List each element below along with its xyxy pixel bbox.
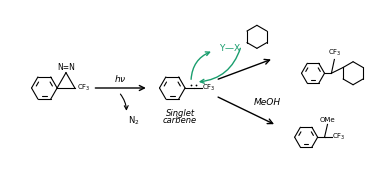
Text: —: — [225,44,234,53]
Text: Y: Y [219,44,224,53]
Text: $h\nu$: $h\nu$ [114,73,127,84]
Text: CF$_3$: CF$_3$ [332,132,346,142]
Text: CF$_3$: CF$_3$ [77,83,91,93]
Text: carbene: carbene [163,116,197,125]
Text: CF$_3$: CF$_3$ [202,83,216,93]
Text: N=N: N=N [57,63,75,72]
Text: Singlet: Singlet [166,109,195,118]
Text: X: X [234,44,240,53]
Text: N$_2$: N$_2$ [128,115,140,127]
Text: CF$_3$: CF$_3$ [327,48,341,58]
Text: OMe: OMe [319,117,335,123]
Text: MeOH: MeOH [254,98,281,107]
